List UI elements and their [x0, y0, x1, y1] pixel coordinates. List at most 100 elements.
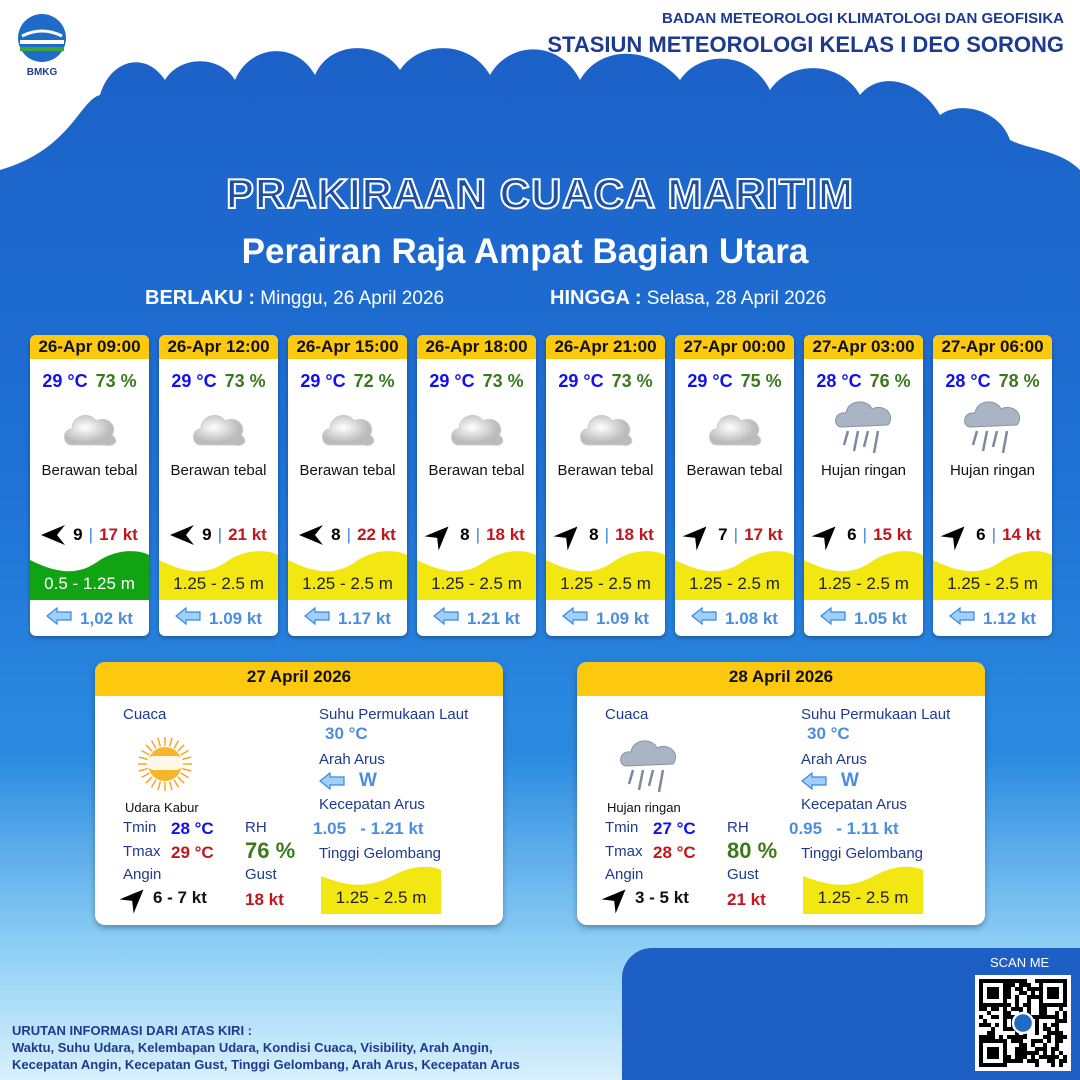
forecast-time: 27-Apr 03:00 [804, 335, 923, 359]
wind-speed: 9 [202, 525, 212, 544]
current-speed: 1.05 kt [854, 608, 907, 628]
current-speed-label: Kecepatan Arus [801, 796, 907, 813]
wave-height-value: 0.5 - 1.25 m [44, 574, 135, 593]
rh-value: 76 % [245, 838, 296, 863]
current-speed-min: 0.95 [789, 819, 823, 838]
wave-height: 1.25 - 2.5 m [288, 550, 407, 600]
wave-height-value: 1.25 - 2.5 m [689, 574, 780, 593]
current-direction-icon [46, 606, 72, 630]
current-direction-icon [562, 606, 588, 630]
gust-speed: 18 kt [486, 525, 525, 544]
cloud-icon [546, 392, 665, 462]
wind-speed: 8 [589, 525, 599, 544]
weather-condition: Berawan tebal [557, 462, 654, 479]
forecast-time: 26-Apr 18:00 [417, 335, 536, 359]
tmin-value: 28 °C [171, 819, 214, 838]
wind-direction-icon [119, 888, 147, 914]
current-direction-icon [319, 772, 345, 790]
cloud-icon [159, 392, 278, 462]
qr-code[interactable] [975, 975, 1071, 1071]
tmax-label: Tmax [605, 843, 643, 860]
temperature: 29 °C [42, 371, 88, 391]
divider: | [733, 525, 739, 544]
current-speed-max: - 1.11 kt [836, 819, 899, 838]
station-name: STASIUN METEOROLOGI KELAS I DEO SORONG [547, 32, 1064, 57]
current-speed: 1.08 kt [725, 608, 778, 628]
cloud-banner [0, 0, 1080, 170]
humidity: 73 % [95, 371, 137, 391]
wave-height: 0.5 - 1.25 m [30, 550, 149, 600]
forecast-time: 27-Apr 06:00 [933, 335, 1052, 359]
gust-speed: 22 kt [357, 525, 396, 544]
current: 1.05 kt [804, 606, 923, 630]
humidity: 73 % [224, 371, 266, 391]
footer-legend: URUTAN INFORMASI DARI ATAS KIRI : Waktu,… [12, 1022, 520, 1073]
current: 1,02 kt [30, 606, 149, 630]
gust-speed: 21 kt [228, 525, 267, 544]
sst-label: Suhu Permukaan Laut [801, 706, 951, 723]
cloud-icon [417, 392, 536, 462]
valid-to: HINGGA : Selasa, 28 April 2026 [550, 287, 826, 310]
divider: | [88, 525, 94, 544]
temperature: 28 °C [945, 371, 991, 391]
temperature: 29 °C [300, 371, 346, 391]
sst-label: Suhu Permukaan Laut [319, 706, 469, 723]
temperature: 29 °C [687, 371, 733, 391]
tmin-label: Tmin [605, 819, 639, 836]
current-direction-icon [691, 606, 717, 630]
forecast-card: 27-Apr 06:00 28 °C 78 % Hujan ringan 6 | 14… [933, 335, 1052, 636]
forecast-time: 26-Apr 21:00 [546, 335, 665, 359]
current: 1.17 kt [288, 606, 407, 630]
valid-from: BERLAKU : Minggu, 26 April 2026 [145, 287, 444, 310]
org-name: BADAN METEOROLOGI KLIMATOLOGI DAN GEOFIS… [662, 10, 1064, 27]
gust-speed: 18 kt [615, 525, 654, 544]
gust-value: 21 kt [727, 890, 766, 909]
gust-speed: 15 kt [873, 525, 912, 544]
forecast-card: 26-Apr 12:00 29 °C 73 % Berawan tebal 9 | 2… [159, 335, 278, 636]
cloud-icon [30, 392, 149, 462]
forecast-card: 26-Apr 09:00 29 °C 73 % Berawan tebal 9 | 1… [30, 335, 149, 636]
weather-label: Cuaca [123, 706, 167, 723]
forecast-time: 26-Apr 09:00 [30, 335, 149, 359]
weather-condition: Hujan ringan [820, 462, 907, 479]
wind-speed: 9 [73, 525, 83, 544]
gust-speed: 14 kt [1002, 525, 1041, 544]
gust-speed: 17 kt [744, 525, 783, 544]
footer-line: Kecepatan Angin, Kecepatan Gust, Tinggi … [12, 1057, 520, 1072]
forecast-time: 26-Apr 12:00 [159, 335, 278, 359]
divider: | [346, 525, 352, 544]
sst-value: 30 °C [807, 724, 850, 743]
page-subtitle: Perairan Raja Ampat Bagian Utara [241, 232, 809, 271]
weather-condition: Berawan tebal [428, 462, 525, 479]
tmax-value: 28 °C [653, 843, 696, 862]
page-title: PRAKIRAAN CUACA MARITIM [225, 169, 855, 218]
valid-from-date: Minggu, 26 April 2026 [260, 288, 445, 309]
gust-speed: 17 kt [99, 525, 138, 544]
current-direction-icon [949, 606, 975, 630]
forecast-time: 26-Apr 15:00 [288, 335, 407, 359]
daily-summary-panel: 27 April 2026 Cuaca Udara Kabur Tmin 28 … [95, 662, 503, 925]
wave-height-value: 1.25 - 2.5 m [335, 888, 427, 907]
current: 1.12 kt [933, 606, 1052, 630]
current-direction-value: W [841, 770, 859, 791]
footer-line: URUTAN INFORMASI DARI ATAS KIRI : [12, 1023, 252, 1038]
cloud-icon [288, 392, 407, 462]
temperature: 29 °C [429, 371, 475, 391]
forecast-card: 26-Apr 15:00 29 °C 72 % Berawan tebal 8 | 2… [288, 335, 407, 636]
forecast-card: 27-Apr 03:00 28 °C 76 % Hujan ringan 6 | 15… [804, 335, 923, 636]
current-speed: 1.21 kt [467, 608, 520, 628]
weather-condition: Hujan ringan [607, 800, 681, 815]
current-speed-min: 1.05 [313, 819, 347, 838]
divider: | [991, 525, 997, 544]
forecast-time: 27-Apr 00:00 [675, 335, 794, 359]
weather-condition: Berawan tebal [686, 462, 783, 479]
current-direction-icon [433, 606, 459, 630]
forecast-card: 27-Apr 00:00 29 °C 75 % Berawan tebal 7 | 1… [675, 335, 794, 636]
wave-height: 1.25 - 2.5 m [933, 550, 1052, 600]
rain-cloud-icon [617, 734, 681, 802]
weather-condition: Hujan ringan [949, 462, 1036, 479]
logo-text: BMKG [26, 67, 58, 78]
valid-to-date: Selasa, 28 April 2026 [646, 288, 827, 309]
rh-label: RH [245, 819, 267, 836]
hazy-sun-icon [135, 734, 195, 798]
